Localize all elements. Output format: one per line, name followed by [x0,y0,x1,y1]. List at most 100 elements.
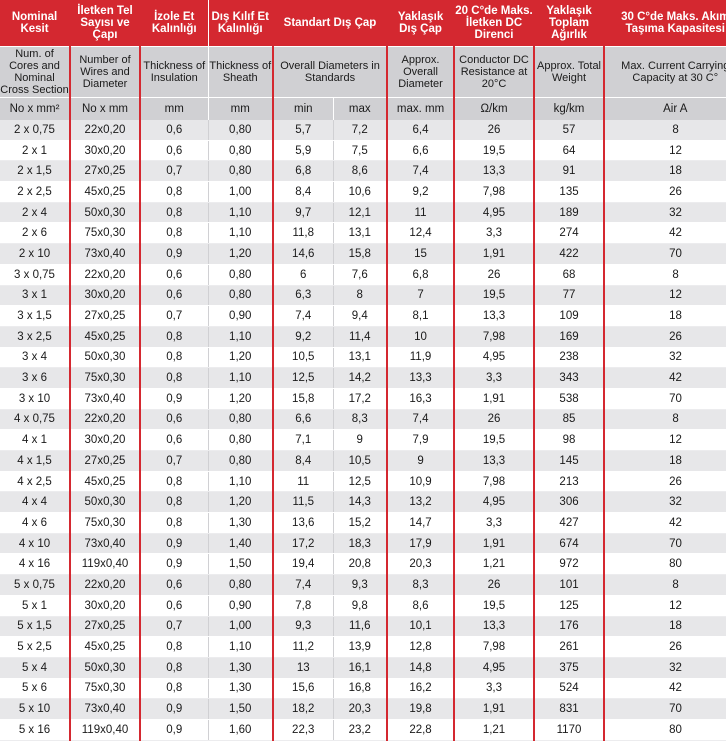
table-row: 5 x 6 75x0,30 0,8 1,30 15,6 16,8 16,2 3,3 524 42 [0,678,726,700]
cell-current: 26 [604,181,726,203]
cell-weight: 125 [534,595,606,617]
table-row: 3 x 1,5 27x0,25 0,7 0,90 7,4 9,4 8,1 13,3 109 18 [0,305,726,327]
cell-diameter-min: 17,2 [273,533,334,555]
cell-diameter-min: 6 [273,264,334,286]
cell-diameter-max: 23,2 [333,719,389,741]
cell-dc-resistance: 3,3 [454,512,536,534]
cell-sheath: 1,10 [208,367,274,389]
header-insulation: İzole Et Kalınlığı [140,0,209,47]
cell-dc-resistance: 13,3 [454,305,536,327]
cell-diameter-max: 7,2 [333,120,389,141]
cell-current: 32 [604,657,726,679]
header-sheath: Dış Kılıf Et Kalınlığı [208,0,274,47]
cell-weight: 213 [534,471,606,493]
header-en-approx-diameter: Approx. Overall Diameter [387,46,456,98]
table-row: 2 x 0,75 22x0,20 0,6 0,80 5,7 7,2 6,4 26 57 8 [0,120,726,141]
table-row: 2 x 6 75x0,30 0,8 1,10 11,8 13,1 12,4 3,3 274 42 [0,222,726,245]
header-en-overall-diameters: Overall Diameters in Standards [273,46,389,98]
cell-dc-resistance: 26 [454,409,536,431]
cell-diameter-min: 9,3 [273,616,334,638]
cell-sheath: 1,40 [208,533,274,555]
cell-wires: 73x0,40 [70,388,141,410]
cell-weight: 145 [534,450,606,472]
cell-current: 26 [604,636,726,658]
header-row-english: Num. of Cores and Nominal Cross Section … [0,46,726,98]
cell-cross-section: 5 x 2,5 [0,636,71,658]
cell-insulation: 0,6 [140,409,209,431]
cell-diameter-min: 7,1 [273,429,334,451]
cell-dc-resistance: 26 [454,574,536,596]
cell-cross-section: 4 x 1,5 [0,450,71,472]
cell-weight: 169 [534,326,606,348]
cell-insulation: 0,9 [140,388,209,410]
table-row: 4 x 6 75x0,30 0,8 1,30 13,6 15,2 14,7 3,3 427 42 [0,512,726,534]
cell-sheath: 0,80 [208,450,274,472]
cell-approx-diameter: 19,8 [387,698,456,720]
cell-weight: 427 [534,512,606,534]
cell-diameter-max: 11,6 [333,616,389,638]
cell-sheath: 1,20 [208,347,274,369]
cell-approx-diameter: 8,3 [387,574,456,596]
cell-insulation: 0,6 [140,429,209,451]
cell-current: 80 [604,553,726,576]
cell-approx-diameter: 9,2 [387,181,456,203]
cell-approx-diameter: 6,8 [387,264,456,286]
cell-approx-diameter: 13,2 [387,491,456,514]
cell-dc-resistance: 4,95 [454,491,536,514]
cell-wires: 27x0,25 [70,305,141,327]
cell-weight: 176 [534,616,606,638]
cell-sheath: 1,10 [208,222,274,245]
cell-diameter-min: 5,9 [273,140,334,162]
cell-sheath: 0,80 [208,409,274,431]
cell-current: 18 [604,305,726,327]
table-row: 4 x 4 50x0,30 0,8 1,20 11,5 14,3 13,2 4,95 306 32 [0,491,726,514]
cell-wires: 75x0,30 [70,367,141,389]
cell-insulation: 0,8 [140,512,209,534]
cell-cross-section: 2 x 4 [0,202,71,224]
cell-weight: 274 [534,222,606,245]
cell-weight: 85 [534,409,606,431]
cell-sheath: 0,80 [208,429,274,451]
cell-insulation: 0,7 [140,616,209,638]
cell-insulation: 0,6 [140,285,209,307]
cell-weight: 109 [534,305,606,327]
cell-diameter-min: 13 [273,657,334,679]
cell-sheath: 1,20 [208,243,274,265]
cell-diameter-max: 13,1 [333,347,389,369]
unit-ohm-km: Ω/km [454,97,536,120]
unit-max: max [333,97,389,120]
cell-cross-section: 2 x 2,5 [0,181,71,203]
cell-diameter-min: 11,2 [273,636,334,658]
cell-wires: 119x0,40 [70,719,141,741]
cell-current: 18 [604,616,726,638]
cell-approx-diameter: 7,4 [387,409,456,431]
cell-dc-resistance: 19,5 [454,285,536,307]
cell-current: 12 [604,429,726,451]
cell-approx-diameter: 12,8 [387,636,456,658]
cell-approx-diameter: 11,9 [387,347,456,369]
cell-current: 42 [604,367,726,389]
cell-current: 42 [604,222,726,245]
table-row: 4 x 10 73x0,40 0,9 1,40 17,2 18,3 17,9 1,91 674 7… [0,533,726,555]
cell-diameter-max: 9,4 [333,305,389,327]
table-row: 4 x 2,5 45x0,25 0,8 1,10 11 12,5 10,9 7,98 213 26 [0,471,726,493]
cell-diameter-max: 8 [333,285,389,307]
cell-approx-diameter: 17,9 [387,533,456,555]
cell-sheath: 1,00 [208,181,274,203]
cell-sheath: 1,30 [208,512,274,534]
cell-insulation: 0,8 [140,657,209,679]
cell-insulation: 0,9 [140,533,209,555]
cell-wires: 50x0,30 [70,491,141,514]
cell-diameter-min: 6,6 [273,409,334,431]
cell-sheath: 1,30 [208,657,274,679]
header-en-resistance: Conductor DC Resistance at 20°C [454,46,536,98]
cell-approx-diameter: 10,1 [387,616,456,638]
unit-cross-section: No x mm² [0,97,71,120]
table-row: 3 x 10 73x0,40 0,9 1,20 15,8 17,2 16,3 1,91 538 7… [0,388,726,410]
cell-diameter-max: 13,9 [333,636,389,658]
cell-insulation: 0,8 [140,636,209,658]
cell-diameter-max: 7,6 [333,264,389,286]
cell-sheath: 0,80 [208,285,274,307]
cell-cross-section: 2 x 1 [0,140,71,162]
